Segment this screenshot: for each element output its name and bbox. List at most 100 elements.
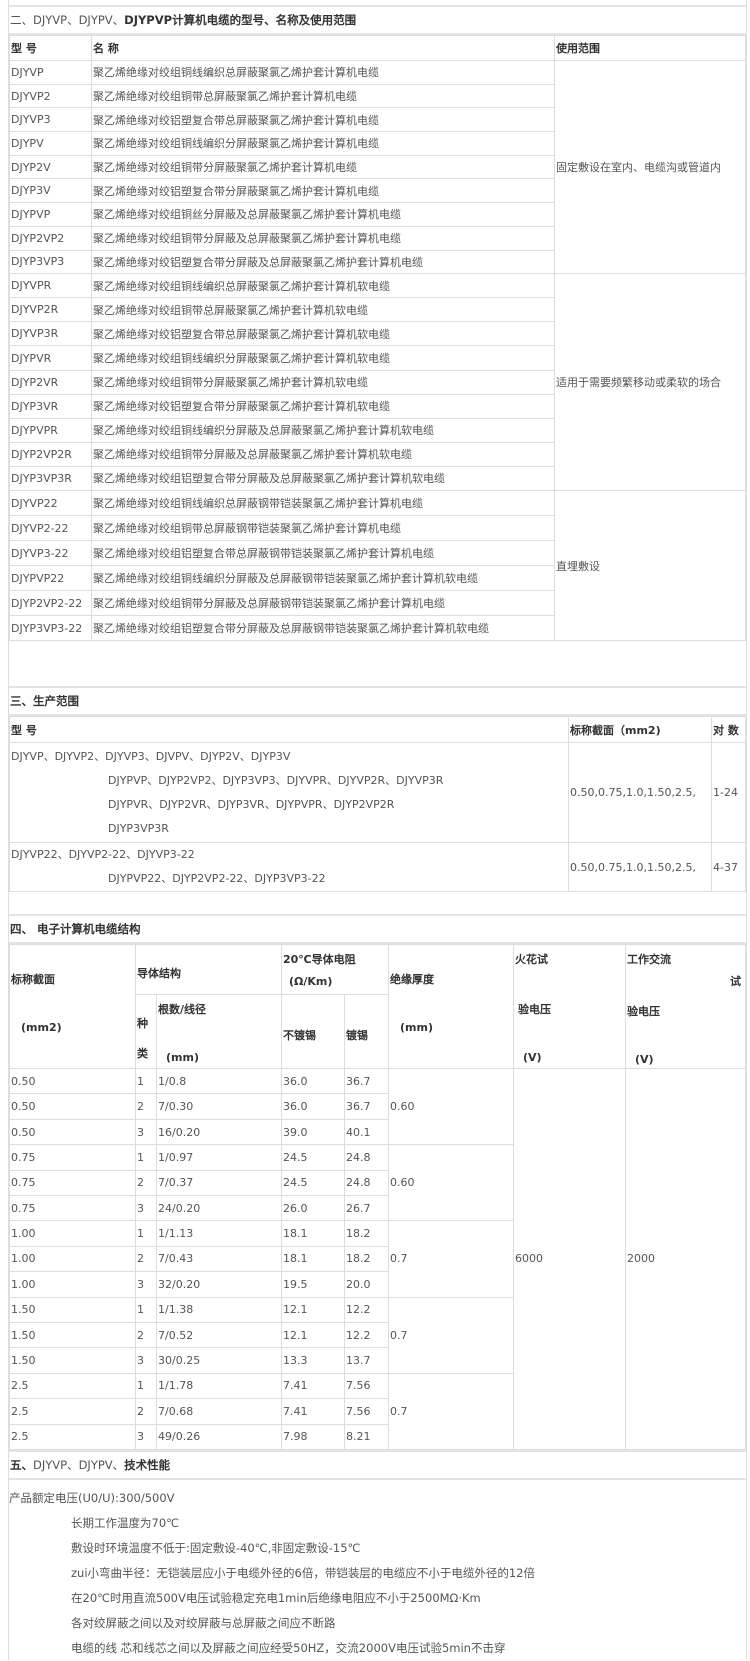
section5-title: 五、DJYVP、DJYPV、技术性能 [9, 1449, 746, 1480]
tinned-resistance-cell: 7.56 [343, 1372, 390, 1400]
kind-cell: 2 [135, 1169, 157, 1196]
kind-cell: 1 [135, 1220, 157, 1247]
name-cell: 聚乙烯绝缘对绞铝塑复合带分屏蔽及总屏蔽聚氯乙烯护套计算机电缆 [91, 249, 555, 275]
table-row: DJYVP22、DJYVP2-22、DJYVP3-22 DJYPVP22、DJYP… [9, 842, 746, 893]
tinned-resistance-cell: 12.2 [343, 1321, 390, 1349]
header-usage: 使用范围 [554, 35, 746, 61]
model-table: 型 号名 称使用范围 DJYVP 聚乙烯绝缘对绞组铜线编织总屏蔽聚氯乙烯护套计算机电… [9, 35, 746, 642]
model-cell: DJYPVP [9, 202, 92, 227]
table-row: 1.50 2 7/0.52 12.1 12.2 [9, 1321, 746, 1349]
nominal-cell: 1.50 [9, 1296, 136, 1323]
bare-resistance-cell: 19.5 [281, 1271, 345, 1298]
section-cell: 0.50,0.75,1.0,1.50,2.5, [568, 742, 712, 844]
model-cell: DJYVP2R [9, 297, 92, 323]
table-header: 型 号名 称使用范围 [9, 35, 746, 61]
strands-cell: 1/1.78 [156, 1372, 282, 1400]
spec-line: 在20℃时用直流500V电压试验稳定充电1min后绝缘电阻应不小于2500MΩ·… [71, 1590, 481, 1605]
section4-title: 四、 电子计算机电缆结构 [9, 916, 746, 945]
spacer [9, 892, 746, 917]
strands-cell: 1/0.8 [156, 1068, 282, 1095]
tinned-resistance-cell: 26.7 [343, 1194, 390, 1222]
table-row: DJYVP3R 聚乙烯绝缘对绞铝塑复合带总屏蔽聚氯乙烯护套计算机软电缆 [9, 321, 746, 347]
model-list-line: DJYPVP22、DJYP2VP2-22、DJYP3VP3-22 [108, 872, 326, 886]
header-section: 标称截面（mm2) [568, 716, 712, 744]
model-cell: DJYP3VR [9, 393, 92, 419]
spec-line: 敷设时环境温度不低于:固定敷设-40℃,非固定敷设-15℃ [71, 1540, 361, 1555]
section-cell: 0.50,0.75,1.0,1.50,2.5, [568, 842, 712, 893]
model-list-line: DJYP3VP3R [108, 821, 169, 835]
bare-resistance-cell: 12.1 [281, 1321, 345, 1349]
name-cell: 聚乙烯绝缘对绞组铜带分屏蔽及总屏蔽聚氯乙烯护套计算机电缆 [91, 225, 555, 251]
models-cell: DJYVP、DJYVP2、DJYVP3、DJVPV、DJYP2V、DJYP3V D… [9, 742, 569, 844]
header-tinned: 镀锡 [343, 994, 390, 1070]
table-row: 0.50 2 7/0.30 36.0 36.7 [9, 1093, 746, 1120]
table-row: 2.5 1 1/1.78 7.41 7.56 0.7 [9, 1372, 746, 1450]
usage-cell: 直埋敷设 [554, 490, 746, 642]
bare-resistance-cell: 7.98 [281, 1423, 345, 1450]
insulation-cell: 0.7 [388, 1296, 515, 1374]
nominal-cell: 1.50 [9, 1347, 136, 1374]
table-row: DJYP2VR 聚乙烯绝缘对绞组铜带分屏蔽聚氯乙烯护套计算机软电缆 [9, 369, 746, 395]
kind-cell: 2 [135, 1321, 157, 1349]
table-row: DJYP2V 聚乙烯绝缘对绞组铜带分屏蔽聚氯乙烯护套计算机电缆 [9, 154, 746, 180]
nominal-cell: 0.50 [9, 1068, 136, 1095]
kind-cell: 2 [135, 1398, 157, 1425]
table-row: 0.75 1 1/0.97 24.5 24.8 0.60 [9, 1144, 746, 1222]
strands-cell: 7/0.43 [156, 1245, 282, 1273]
spark-voltage-cell: 6000 [513, 1068, 627, 1450]
nominal-cell: 2.5 [9, 1398, 136, 1425]
bare-resistance-cell: 24.5 [281, 1144, 345, 1171]
name-cell: 聚乙烯绝缘对绞铝塑复合带总屏蔽聚氯乙烯护套计算机电缆 [91, 107, 555, 133]
name-cell: 聚乙烯绝缘对绞组铜带分屏蔽及总屏蔽聚氯乙烯护套计算机软电缆 [91, 441, 555, 467]
name-cell: 聚乙烯绝缘对绞组铜线编织总屏蔽钢带铠装聚氯乙烯护套计算机电缆 [91, 490, 555, 517]
insulation-cell: 0.60 [388, 1068, 515, 1146]
model-cell: DJYP3VP3R [9, 465, 92, 492]
header-name: 名 称 [91, 35, 555, 61]
bare-resistance-cell: 7.41 [281, 1398, 345, 1425]
header-model: 型 号 [9, 35, 92, 61]
nominal-cell: 0.50 [9, 1118, 136, 1146]
strands-cell: 30/0.25 [156, 1347, 282, 1374]
model-cell: DJYVP2-22 [9, 515, 92, 542]
model-cell: DJYVP3-22 [9, 540, 92, 567]
tinned-resistance-cell: 24.8 [343, 1169, 390, 1196]
section2-title-bold: DJYPVP计算机电缆的型号、名称及使用范围 [124, 13, 357, 27]
pairs-cell: 1-24 [711, 742, 746, 844]
name-cell: 聚乙烯绝缘对绞组铜线编织分屏蔽及总屏蔽钢带铠装聚氯乙烯护套计算机软电缆 [91, 565, 555, 592]
structure-table: 标称截面 (mm2) 导体结构 20℃导体电阻 (Ω/Km) 绝缘厚度 (mm) 火花… [9, 944, 746, 1450]
model-cell: DJYPVPR [9, 417, 92, 443]
model-cell: DJYPVR [9, 345, 92, 371]
model-cell: DJYVP3R [9, 321, 92, 347]
bare-resistance-cell: 36.0 [281, 1093, 345, 1120]
model-list-line: DJYVP、DJYVP2、DJYVP3、DJVPV、DJYP2V、DJYP3V [11, 749, 291, 763]
tinned-resistance-cell: 7.56 [343, 1398, 390, 1425]
model-cell: DJYP2VR [9, 369, 92, 395]
table-row: DJYPV 聚乙烯绝缘对绞组铜线编织分屏蔽聚氯乙烯护套计算机电缆 [9, 131, 746, 156]
spec-line: 电缆的线 芯和线芯之间以及屏蔽之间应经受50HZ，交流2000V电压试验5min… [71, 1640, 506, 1655]
tinned-resistance-cell: 24.8 [343, 1144, 390, 1171]
tech-performance: 产品额定电压(U0/U):300/500V 长期工作温度为70℃ 敷设时环境温度不低… [9, 1480, 746, 1661]
kind-cell: 2 [135, 1093, 157, 1120]
model-cell: DJYP3VP3-22 [9, 615, 92, 642]
strands-cell: 1/1.38 [156, 1296, 282, 1323]
spec-line: 产品额定电压(U0/U):300/500V [9, 1490, 175, 1505]
table-row: 2.5 2 7/0.68 7.41 7.56 [9, 1398, 746, 1425]
strands-cell: 16/0.20 [156, 1118, 282, 1146]
name-cell: 聚乙烯绝缘对绞组铝塑复合带分屏蔽及总屏蔽钢带铠装聚氯乙烯护套计算机软电缆 [91, 615, 555, 642]
model-list-line: DJYPVR、DJYP2VR、DJYP3VR、DJYPVPR、DJYP2VP2R [108, 797, 395, 811]
bare-resistance-cell: 7.41 [281, 1372, 345, 1400]
name-cell: 聚乙烯绝缘对绞铝塑复合带分屏蔽聚氯乙烯护套计算机电缆 [91, 178, 555, 204]
nominal-cell: 0.75 [9, 1169, 136, 1196]
top-divider [9, 0, 746, 7]
table-row: DJYVPR 聚乙烯绝缘对绞组铜线编织总屏蔽聚氯乙烯护套计算机软电缆 适用于需要频繁… [9, 273, 746, 492]
spec-line: 各对绞屏蔽之间以及对绞屏蔽与总屏蔽之间应不断路 [71, 1615, 336, 1630]
header-insulation: 绝缘厚度 (mm) [388, 944, 515, 1070]
tinned-resistance-cell: 18.2 [343, 1245, 390, 1273]
name-cell: 聚乙烯绝缘对绞组铜线编织总屏蔽聚氯乙烯护套计算机电缆 [91, 60, 555, 85]
nominal-cell: 1.50 [9, 1321, 136, 1349]
name-cell: 聚乙烯绝缘对绞组铜线编织总屏蔽聚氯乙烯护套计算机软电缆 [91, 273, 555, 299]
production-range-table: 型 号标称截面（mm2) 对 数 DJYVP、DJYVP2、DJYVP3、DJVPV… [9, 716, 746, 893]
usage-cell: 适用于需要频繁移动或柔软的场合 [554, 273, 746, 492]
nominal-cell: 0.75 [9, 1194, 136, 1222]
model-cell: DJYPV [9, 131, 92, 156]
